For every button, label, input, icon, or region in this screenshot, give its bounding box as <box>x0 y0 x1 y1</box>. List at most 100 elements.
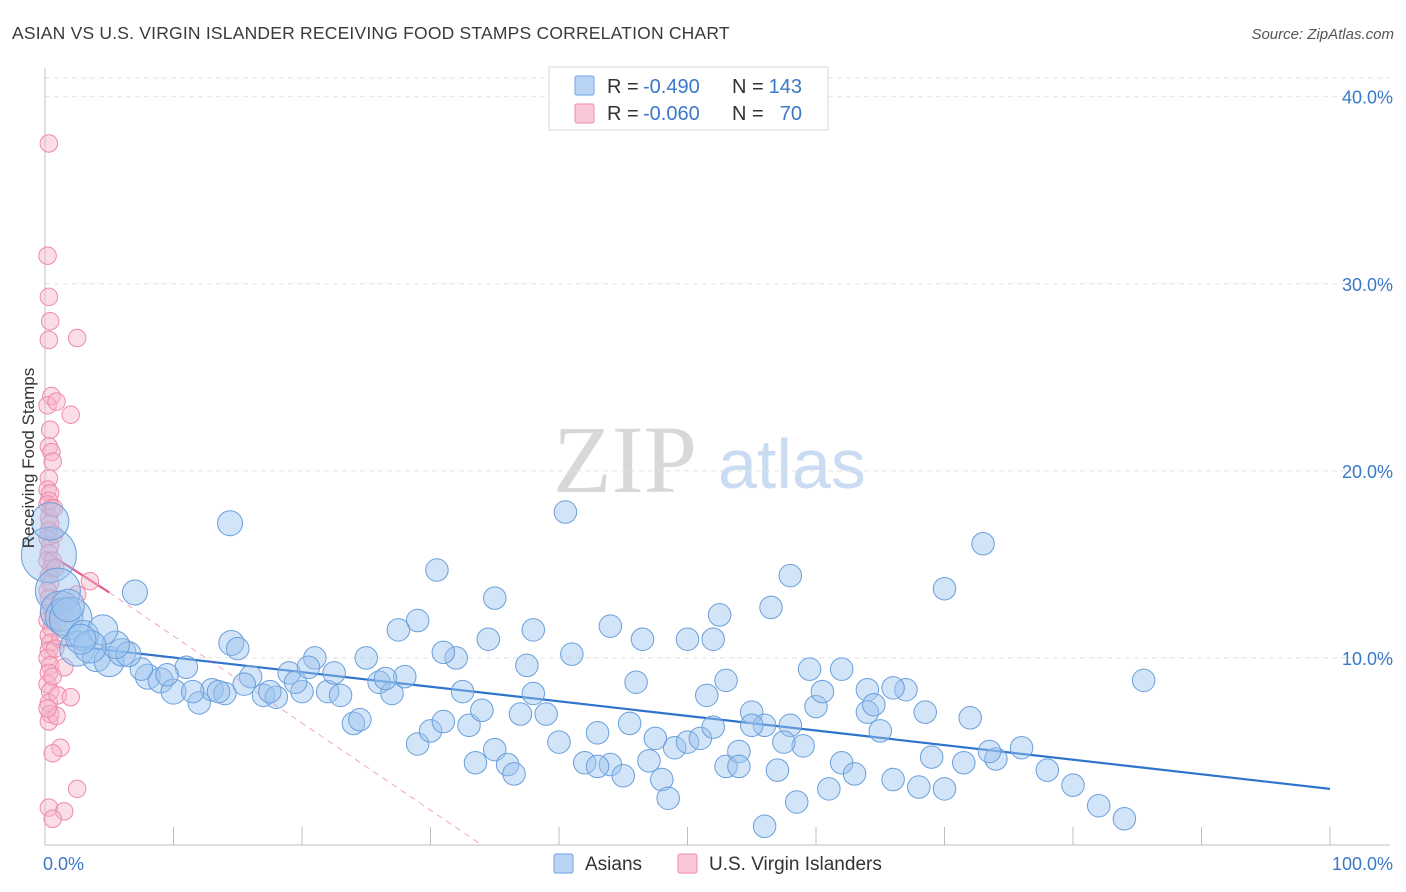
asian-point <box>328 683 353 708</box>
virgin-islander-point <box>39 330 59 350</box>
virgin-islander-point <box>42 386 61 406</box>
virgin-islander-point <box>80 571 100 591</box>
asian-point <box>354 646 378 670</box>
virgin-islander-point <box>47 392 66 411</box>
asian-point <box>87 614 119 646</box>
asian-point <box>65 623 97 655</box>
asian-point <box>348 707 372 732</box>
bottom-legend-swatch-asians <box>553 853 574 874</box>
y-tick-label: 10.0% <box>1342 649 1393 669</box>
asian-point <box>572 750 597 775</box>
asian-point <box>483 737 507 762</box>
asian-point <box>1086 793 1111 818</box>
virgin-islander-point <box>55 601 74 621</box>
asian-point <box>740 713 764 738</box>
asian-point <box>765 758 790 782</box>
asian-point <box>187 691 211 715</box>
asian-point <box>714 668 738 693</box>
asian-point <box>829 657 854 681</box>
asian-trend-line <box>44 641 1331 790</box>
asian-point <box>251 683 276 708</box>
virgin-islander-point <box>43 452 62 471</box>
asian-point <box>675 730 700 754</box>
asian-point <box>862 692 886 717</box>
virgin-islander-point <box>46 639 65 658</box>
asian-point <box>791 734 815 758</box>
asian-point <box>617 711 642 736</box>
asian-point <box>656 786 680 810</box>
asian-point <box>907 775 931 799</box>
asian-point <box>34 567 81 614</box>
virgin-islander-point <box>38 396 57 415</box>
asian-point <box>386 618 411 642</box>
chart-title: ASIAN VS U.S. VIRGIN ISLANDER RECEIVING … <box>12 23 730 43</box>
legend-box <box>548 66 829 131</box>
asian-point <box>48 596 93 641</box>
asian-point <box>160 678 187 705</box>
asian-point <box>121 579 148 606</box>
watermark-atlas: atlas <box>718 425 866 503</box>
asian-point <box>842 762 867 786</box>
virgin-islander-point <box>38 246 57 265</box>
asian-point <box>534 702 558 726</box>
legend: R = -0.490 N = 143 R = -0.060 N = 70 <box>548 66 829 131</box>
asian-point <box>238 664 263 689</box>
y-tick-label: 40.0% <box>1342 88 1393 108</box>
asian-point <box>932 576 957 601</box>
asian-point <box>971 532 995 556</box>
asian-point <box>881 676 905 700</box>
asian-point <box>553 500 578 524</box>
asian-point <box>778 563 803 588</box>
virgin-islander-point <box>39 641 59 660</box>
legend-r-value-virgin-islanders: -0.060 <box>643 103 700 125</box>
asian-point <box>226 636 250 661</box>
asian-point <box>958 706 982 730</box>
x-tick-label: 100.0% <box>1332 854 1393 874</box>
trend-lines <box>44 550 1331 846</box>
asian-point <box>624 670 648 694</box>
asian-point <box>913 700 937 724</box>
asian-point <box>804 694 828 719</box>
asian-point <box>515 653 539 678</box>
watermark: ZIP atlas <box>553 406 866 513</box>
asian-point <box>470 698 494 723</box>
asian-point <box>894 677 918 702</box>
asian-point <box>457 713 481 738</box>
asian-point <box>984 747 1008 771</box>
virgin-islander-point <box>39 287 59 307</box>
asian-point <box>483 586 507 610</box>
asian-point <box>662 735 687 760</box>
asian-point <box>598 614 623 638</box>
asian-point <box>1131 668 1156 693</box>
asian-point <box>643 726 668 751</box>
asian-point <box>881 767 905 792</box>
asian-point <box>181 679 205 704</box>
virgin-islander-trend-extension <box>108 592 483 846</box>
asian-point <box>650 767 674 792</box>
asian-point <box>752 814 777 839</box>
legend-r-label-asians: R = <box>607 76 639 98</box>
asian-point <box>521 618 546 642</box>
asian-point <box>134 663 161 690</box>
asian-point <box>560 642 584 666</box>
virgin-islander-point <box>39 798 59 817</box>
asian-point <box>810 679 835 704</box>
asian-point <box>115 641 142 668</box>
asian-point <box>425 558 449 582</box>
asian-point <box>772 730 796 754</box>
asian-point <box>727 754 751 779</box>
legend-swatch-virgin-islanders <box>574 103 595 124</box>
points-asians <box>20 500 1156 839</box>
asian-point <box>418 719 443 743</box>
asian-point <box>919 745 944 769</box>
asian-point <box>218 629 245 656</box>
asian-point <box>232 672 256 696</box>
asian-point <box>51 588 85 623</box>
y-axis-label: Receiving Food Stamps <box>19 368 38 548</box>
points-us-virgin-islanders <box>38 134 100 829</box>
asian-point <box>322 661 346 685</box>
virgin-islander-point <box>40 420 60 439</box>
legend-n-value-asians: 143 <box>769 76 802 98</box>
virgin-islander-point <box>44 499 64 518</box>
asian-point <box>855 677 880 702</box>
